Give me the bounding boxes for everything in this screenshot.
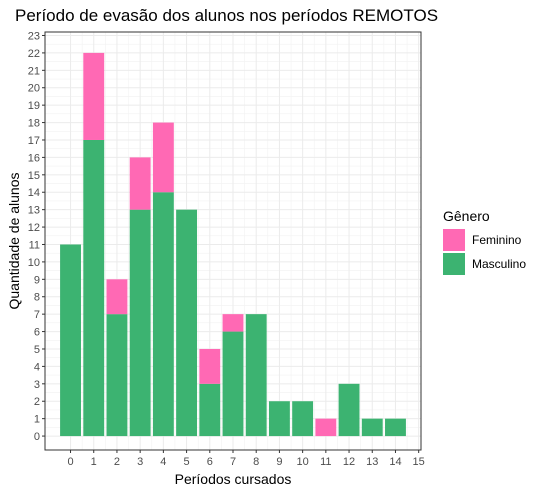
legend-label-feminino: Feminino xyxy=(472,233,522,247)
plot-area xyxy=(44,31,422,451)
bar-masculino xyxy=(199,383,221,437)
bar-masculino xyxy=(152,192,174,437)
bar-feminino xyxy=(129,157,151,210)
legend-key-masculino xyxy=(443,253,465,275)
bar-masculino xyxy=(385,418,406,437)
bar-masculino xyxy=(268,401,290,437)
x-axis: 0 1 2 3 4 5 6 7 8 9 10 11 12 13 14 15 xyxy=(67,450,425,468)
bar-masculino xyxy=(129,209,151,437)
legend-title: Gênero xyxy=(443,208,490,224)
x-tick-label: 15 xyxy=(413,456,425,468)
x-tick-label: 0 xyxy=(67,456,73,468)
y-tick-label: 19 xyxy=(28,100,40,112)
y-tick-label: 22 xyxy=(28,48,40,60)
bar-feminino xyxy=(199,348,221,384)
y-tick-label: 10 xyxy=(28,257,40,269)
y-tick-label: 17 xyxy=(28,135,40,147)
bar-feminino xyxy=(222,314,244,332)
bar-masculino xyxy=(106,314,128,437)
x-tick-label: 8 xyxy=(253,456,259,468)
y-tick-label: 18 xyxy=(28,118,40,130)
y-tick-label: 8 xyxy=(34,292,40,304)
bar-feminino xyxy=(315,418,337,437)
y-tick-label: 2 xyxy=(34,396,40,408)
bar-masculino xyxy=(245,314,267,437)
bar-masculino xyxy=(222,331,244,437)
y-tick-label: 4 xyxy=(34,361,40,373)
bar-masculino xyxy=(176,209,198,437)
x-tick-label: 2 xyxy=(114,456,120,468)
x-tick-label: 10 xyxy=(297,456,309,468)
bars xyxy=(60,52,406,437)
x-tick-label: 3 xyxy=(137,456,143,468)
bar-feminino xyxy=(152,122,174,193)
y-tick-label: 6 xyxy=(34,327,40,339)
y-tick-label: 11 xyxy=(29,239,40,251)
y-tick-label: 3 xyxy=(34,379,40,391)
y-tick-label: 21 xyxy=(28,65,40,77)
x-tick-label: 1 xyxy=(91,456,97,468)
x-tick-label: 4 xyxy=(160,456,166,468)
y-tick-label: 23 xyxy=(28,30,40,42)
legend-items: Feminino Masculino xyxy=(443,229,526,275)
chart-title: Período de evasão dos alunos nos período… xyxy=(15,6,438,25)
x-tick-label: 9 xyxy=(276,456,282,468)
bar-masculino xyxy=(83,139,105,437)
y-tick-label: 15 xyxy=(28,170,40,182)
bar-masculino xyxy=(60,244,81,437)
y-tick-label: 1 xyxy=(34,414,40,426)
y-tick-label: 20 xyxy=(28,83,40,95)
y-tick-label: 0 xyxy=(34,431,40,443)
y-tick-label: 7 xyxy=(34,309,40,321)
x-axis-label: Períodos cursados xyxy=(175,471,292,487)
x-tick-label: 11 xyxy=(320,456,331,468)
bar-masculino xyxy=(338,383,360,437)
y-tick-label: 14 xyxy=(28,187,40,199)
x-tick-label: 14 xyxy=(389,456,401,468)
y-tick-label: 16 xyxy=(28,152,40,164)
x-tick-label: 6 xyxy=(207,456,213,468)
legend-key-feminino xyxy=(443,229,465,251)
x-tick-label: 5 xyxy=(184,456,190,468)
x-tick-label: 13 xyxy=(366,456,378,468)
y-tick-label: 12 xyxy=(28,222,40,234)
y-tick-label: 5 xyxy=(34,344,40,356)
legend-label-masculino: Masculino xyxy=(472,257,526,271)
x-tick-label: 7 xyxy=(230,456,236,468)
legend: Gênero Feminino Masculino xyxy=(443,208,526,275)
bar-masculino xyxy=(361,418,383,437)
bar-feminino xyxy=(83,52,105,140)
y-tick-label: 13 xyxy=(28,205,40,217)
bar-masculino xyxy=(292,401,314,437)
bar-feminino xyxy=(106,279,128,315)
x-tick-label: 12 xyxy=(343,456,355,468)
y-axis-label: Quantidade de alunos xyxy=(6,173,22,310)
y-tick-label: 9 xyxy=(34,274,40,286)
